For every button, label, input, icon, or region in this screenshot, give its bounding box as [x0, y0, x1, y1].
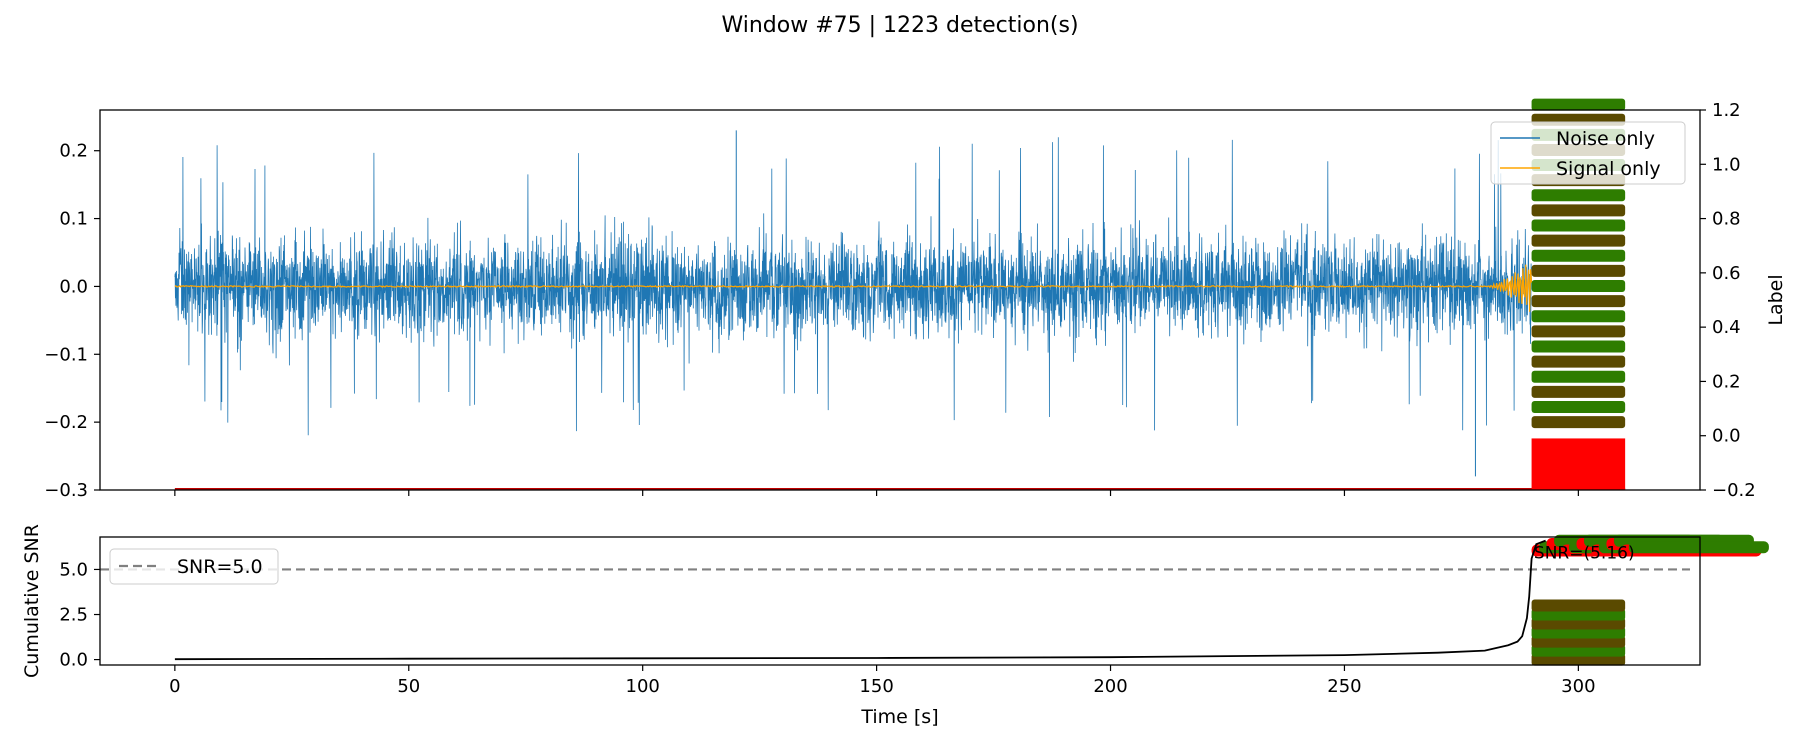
detection-marker — [1531, 204, 1626, 217]
x-tick-label: 200 — [1093, 676, 1127, 697]
x-tick-label: 100 — [626, 676, 660, 697]
detection-marker — [1531, 325, 1626, 338]
right-y-tick-label: 0.2 — [1712, 371, 1741, 392]
left-y-tick-label: 0.1 — [59, 209, 88, 230]
legend-label-signal: Signal only — [1556, 158, 1661, 180]
left-y-tick-label: −0.3 — [44, 480, 88, 501]
waveform-axes-frame — [99, 109, 1701, 491]
detection-marker — [1531, 635, 1626, 648]
signal-trace — [174, 264, 1533, 312]
left-y-tick-label: 0.2 — [59, 141, 88, 162]
waveform-legend: Noise only Signal only — [1490, 121, 1686, 185]
detection-marker — [1531, 310, 1626, 323]
snr-panel: SNR=(5.16) 0.02.55.0 0 50 100 150 200 250 300 … — [21, 524, 1769, 728]
x-tick-label: 150 — [859, 676, 893, 697]
detection-marker — [1531, 653, 1626, 666]
detection-marker — [1531, 626, 1626, 639]
x-tick-label: 300 — [1561, 676, 1595, 697]
snr-axes-frame — [99, 536, 1701, 666]
right-y-tick-label: 0.4 — [1712, 317, 1741, 338]
legend-label-noise: Noise only — [1556, 128, 1655, 150]
snr-x-ticks: 0 50 100 150 200 250 300 — [169, 665, 1596, 697]
left-y-tick-label: −0.1 — [44, 344, 88, 365]
detection-markers-bottom — [1531, 534, 1769, 666]
detection-marker — [1531, 599, 1626, 612]
waveform-panel: −0.3 −0.2 −0.1 0.0 0.1 0.2 −0.2 0.0 0.2 0.4 0.6 0.… — [44, 98, 1787, 501]
waveform-traces — [174, 130, 1626, 490]
detection-marker — [1531, 280, 1626, 293]
detection-marker — [1531, 295, 1626, 308]
detection-marker — [1628, 541, 1769, 554]
y-axis-label: Cumulative SNR — [21, 524, 43, 678]
x-tick-label: 0 — [169, 676, 180, 697]
detection-marker — [1531, 234, 1626, 247]
right-y-tick-label: −0.2 — [1712, 480, 1756, 501]
detection-block-red — [1531, 438, 1626, 490]
snr-y-ticks: 0.0 2.5 5.0 — [59, 559, 100, 671]
waveform-right-y-ticks: −0.2 0.0 0.2 0.4 0.6 0.8 1.0 1.2 — [1700, 100, 1756, 501]
detection-marker — [1531, 608, 1626, 621]
detection-marker — [1531, 219, 1626, 232]
snr-y-tick-label: 2.5 — [59, 605, 88, 626]
detection-marker — [1531, 416, 1626, 429]
snr-y-tick-label: 0.0 — [59, 650, 88, 671]
waveform-x-ticks — [174, 490, 1579, 496]
x-tick-label: 50 — [397, 676, 420, 697]
right-y-tick-label: 1.2 — [1712, 100, 1741, 121]
right-y-tick-label: 0.6 — [1712, 263, 1741, 284]
snr-annotation: SNR=(5.16) — [1534, 544, 1635, 564]
right-y-tick-label: 1.0 — [1712, 154, 1741, 175]
detection-marker — [1531, 370, 1626, 383]
snr-y-tick-label: 5.0 — [59, 559, 88, 580]
detection-marker — [1531, 355, 1626, 368]
snr-legend: SNR=5.0 — [109, 548, 279, 585]
detection-marker — [1531, 264, 1626, 277]
detection-marker — [1531, 340, 1626, 353]
legend-label-threshold: SNR=5.0 — [177, 556, 263, 578]
right-y-tick-label: 0.0 — [1712, 426, 1741, 447]
detection-marker — [1531, 385, 1626, 398]
detection-marker — [1531, 249, 1626, 262]
waveform-left-y-ticks: −0.3 −0.2 −0.1 0.0 0.1 0.2 — [44, 141, 100, 501]
x-tick-label: 250 — [1327, 676, 1361, 697]
x-axis-label: Time [s] — [860, 706, 938, 728]
detection-marker — [1531, 644, 1626, 657]
detection-marker — [1531, 401, 1626, 414]
detection-marker — [1531, 98, 1626, 111]
left-y-tick-label: −0.2 — [44, 412, 88, 433]
left-y-tick-label: 0.0 — [59, 276, 88, 297]
cumulative-snr-line — [174, 539, 1546, 661]
legend-box — [109, 548, 279, 585]
figure-title: Window #75 | 1223 detection(s) — [721, 13, 1078, 38]
right-y-tick-label: 0.8 — [1712, 209, 1741, 230]
right-axis-label: Label — [1765, 274, 1787, 325]
detection-marker — [1531, 617, 1626, 630]
detection-marker — [1531, 189, 1626, 202]
